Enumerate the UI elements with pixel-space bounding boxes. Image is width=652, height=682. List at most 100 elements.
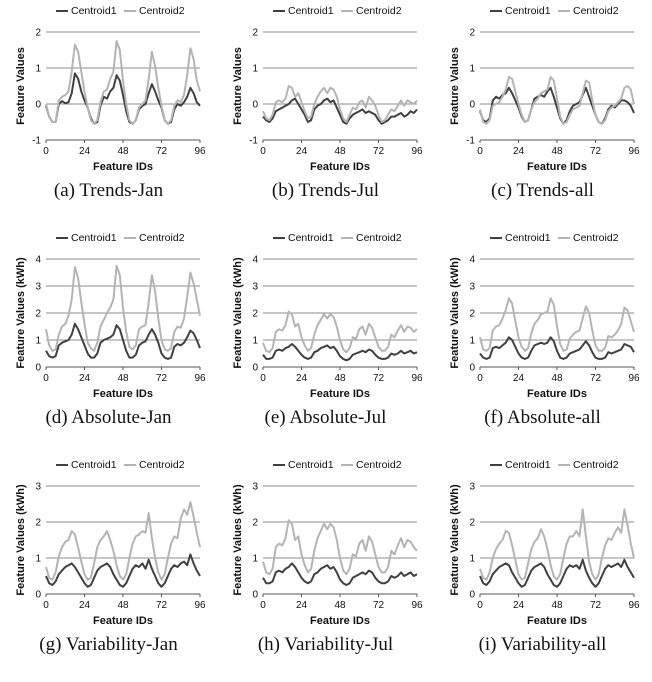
x-axis-title: Feature IDs xyxy=(93,388,153,400)
y-tick-label: 1 xyxy=(252,64,258,75)
series-line-centroid2 xyxy=(262,85,418,123)
chart-panel-7: 0 1 2 3 0 24 48 72 96 Feature IDs Feature Values (… xyxy=(0,454,217,681)
y-tick-label: 0 xyxy=(252,590,258,601)
series-line-centroid2 xyxy=(262,310,418,354)
series-line-centroid1 xyxy=(262,343,418,362)
x-tick-label: 72 xyxy=(590,146,602,157)
x-tick-label: 72 xyxy=(156,600,168,611)
x-tick-label: 0 xyxy=(43,373,49,384)
legend-label: Centroid2 xyxy=(356,5,402,17)
y-tick-label: 2 xyxy=(469,28,475,39)
chart-svg: 0 1 2 3 0 24 48 72 96 Feature IDs Feature Values (… xyxy=(15,459,206,627)
x-tick-label: 96 xyxy=(628,600,640,611)
x-tick-label: 72 xyxy=(373,146,385,157)
y-axis-title: Feature Values (kWh) xyxy=(232,257,244,369)
chart-panel-2: -1 0 1 2 0 24 48 72 96 Feature IDs Feature Values C… xyxy=(217,0,434,227)
series-line-centroid2 xyxy=(479,508,635,581)
series-line-centroid1 xyxy=(262,97,418,125)
x-tick-label: 48 xyxy=(117,373,129,384)
y-tick-label: 2 xyxy=(35,518,41,529)
x-tick-label: 48 xyxy=(551,600,563,611)
x-tick-label: 48 xyxy=(117,600,129,611)
y-axis-title: Feature Values (kWh) xyxy=(15,257,27,369)
x-tick-label: 96 xyxy=(411,146,423,157)
series-line-centroid2 xyxy=(45,40,201,125)
x-tick-label: 24 xyxy=(296,146,308,157)
x-tick-label: 0 xyxy=(260,146,266,157)
legend-label: Centroid1 xyxy=(71,5,117,17)
y-tick-label: 4 xyxy=(252,255,258,266)
figure-caption: (a) Trends-Jan xyxy=(53,180,164,201)
y-tick-label: 0 xyxy=(252,100,258,111)
figure-caption: (d) Absolute-Jan xyxy=(45,407,172,428)
x-tick-label: 72 xyxy=(590,373,602,384)
y-tick-label: -1 xyxy=(249,136,258,147)
y-tick-label: 2 xyxy=(252,518,258,529)
x-tick-label: 72 xyxy=(156,373,168,384)
legend-label: Centroid2 xyxy=(356,232,402,244)
y-tick-label: 0 xyxy=(35,590,41,601)
legend-label: Centroid1 xyxy=(71,232,117,244)
legend-label: Centroid2 xyxy=(573,5,619,17)
y-tick-label: 2 xyxy=(35,28,41,39)
x-tick-label: 72 xyxy=(373,600,385,611)
figure-caption: (h) Variability-Jul xyxy=(257,634,394,655)
y-tick-label: 1 xyxy=(252,336,258,347)
x-tick-label: 24 xyxy=(79,146,91,157)
chart-panel-9: 0 1 2 3 0 24 48 72 96 Feature IDs Feature Values (… xyxy=(434,454,651,681)
x-axis-title: Feature IDs xyxy=(93,161,153,173)
series-line-centroid1 xyxy=(479,86,635,125)
y-tick-label: 2 xyxy=(35,309,41,320)
x-tick-label: 0 xyxy=(477,600,483,611)
y-axis-title: Feature Values xyxy=(15,47,27,125)
y-tick-label: 1 xyxy=(469,554,475,565)
x-tick-label: 24 xyxy=(79,373,91,384)
y-tick-label: 3 xyxy=(252,482,258,493)
y-tick-label: 2 xyxy=(252,28,258,39)
x-tick-label: 96 xyxy=(628,373,640,384)
x-tick-label: 96 xyxy=(194,600,206,611)
legend-label: Centroid2 xyxy=(573,459,619,471)
x-tick-label: 48 xyxy=(117,146,129,157)
x-axis-title: Feature IDs xyxy=(93,615,153,627)
figure-caption: (g) Variability-Jan xyxy=(39,634,178,655)
x-tick-label: 24 xyxy=(513,600,525,611)
chart-svg: 0 1 2 3 0 24 48 72 96 Feature IDs Feature Values (… xyxy=(232,459,423,627)
series-line-centroid2 xyxy=(45,501,201,581)
x-tick-label: 24 xyxy=(513,373,525,384)
y-tick-label: 1 xyxy=(35,554,41,565)
x-tick-label: 0 xyxy=(260,373,266,384)
x-tick-label: 96 xyxy=(194,373,206,384)
chart-panel-5: 0 1 2 3 4 0 24 48 72 96 Feature IDs Feature Values … xyxy=(217,227,434,454)
legend-label: Centroid1 xyxy=(71,459,117,471)
chart-svg: 0 1 2 3 4 0 24 48 72 96 Feature IDs Feature Values … xyxy=(449,232,640,400)
y-tick-label: 2 xyxy=(469,309,475,320)
y-tick-label: -1 xyxy=(32,136,41,147)
figure-caption: (i) Variability-all xyxy=(478,634,607,655)
chart-panel-6: 0 1 2 3 4 0 24 48 72 96 Feature IDs Feature Values … xyxy=(434,227,651,454)
legend-label: Centroid2 xyxy=(139,232,185,244)
y-tick-label: 1 xyxy=(252,554,258,565)
x-axis-title: Feature IDs xyxy=(310,388,370,400)
x-tick-label: 0 xyxy=(260,600,266,611)
x-tick-label: 48 xyxy=(551,146,563,157)
x-tick-label: 48 xyxy=(334,146,346,157)
x-axis-title: Feature IDs xyxy=(527,615,587,627)
x-tick-label: 96 xyxy=(411,373,423,384)
series-line-centroid1 xyxy=(45,322,201,360)
x-tick-label: 0 xyxy=(477,373,483,384)
y-tick-label: 2 xyxy=(252,309,258,320)
figure-caption: (c) Trends-all xyxy=(491,180,594,201)
legend-label: Centroid2 xyxy=(139,459,185,471)
x-axis-title: Feature IDs xyxy=(310,161,370,173)
x-tick-label: 48 xyxy=(551,373,563,384)
legend-label: Centroid2 xyxy=(573,232,619,244)
y-tick-label: 0 xyxy=(35,363,41,374)
legend-label: Centroid2 xyxy=(356,459,402,471)
series-line-centroid2 xyxy=(479,297,635,352)
chart-panel-8: 0 1 2 3 0 24 48 72 96 Feature IDs Feature Values (… xyxy=(217,454,434,681)
